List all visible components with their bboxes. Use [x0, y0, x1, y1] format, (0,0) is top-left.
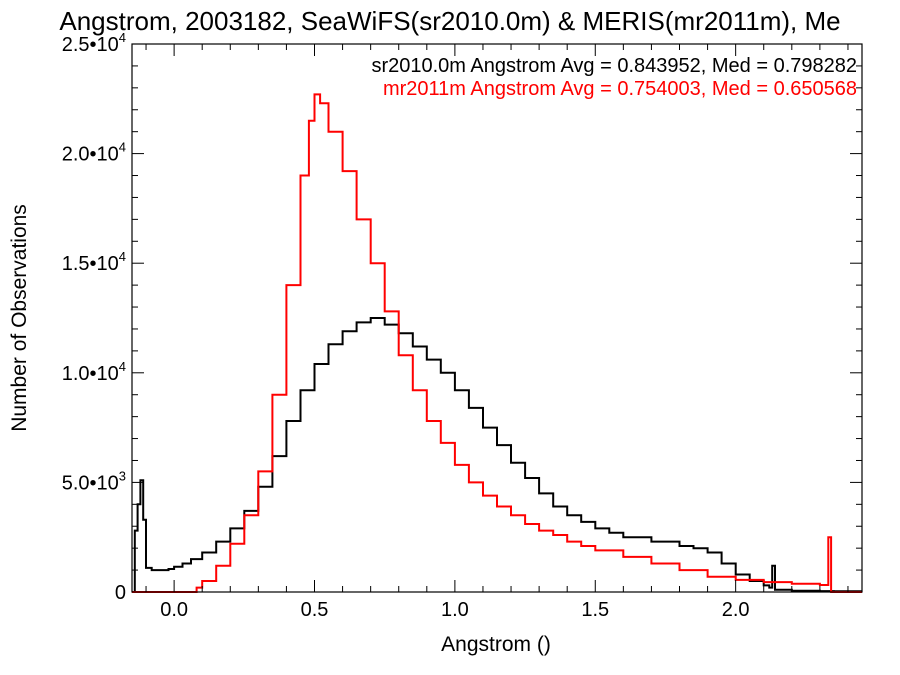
axes: 0.0 0.5 1.0 1.5 2.0 0 5.0•103 1.0•104 1.5•104 2.0…	[62, 30, 862, 621]
y-tick-label: 2.5•104	[62, 30, 126, 56]
series-line-mr2011m	[132, 93, 862, 593]
legend-entry-sr2010: sr2010.0m Angstrom Avg = 0.843952, Med =…	[371, 55, 857, 77]
x-tick-label: 1.5	[581, 599, 609, 621]
y-tick-label: 2.0•104	[62, 140, 126, 166]
y-tick-label: 5.0•103	[62, 468, 126, 494]
series-line-sr2010-0m	[132, 317, 862, 593]
x-tick-label: 2.0	[722, 599, 750, 621]
chart-title: Angstrom, 2003182, SeaWiFS(sr2010.0m) & …	[59, 6, 840, 36]
x-tick-label: 1.0	[441, 599, 469, 621]
legend-entry-mr2011m: mr2011m Angstrom Avg = 0.754003, Med = 0…	[383, 78, 857, 100]
x-axis-label: Angstrom ()	[441, 633, 551, 656]
plot-frame	[131, 43, 863, 593]
series-layer	[132, 93, 862, 593]
x-tick-label: 0.0	[160, 599, 188, 621]
y-tick-label: 0	[115, 582, 126, 604]
y-tick-label: 1.5•104	[62, 249, 126, 275]
y-tick-label: 1.0•104	[62, 359, 126, 385]
x-tick-label: 0.5	[301, 599, 329, 621]
y-axis-label: Number of Observations	[8, 204, 31, 432]
